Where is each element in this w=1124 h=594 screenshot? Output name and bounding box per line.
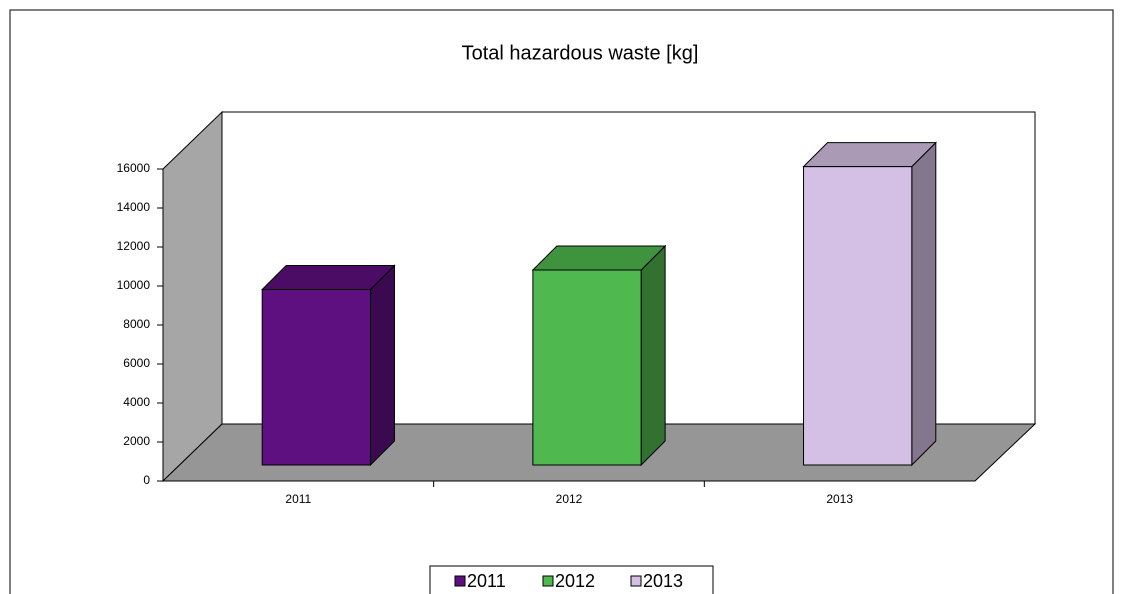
y-tick-label: 12000 [117,239,151,253]
chart-frame [9,9,1114,594]
bar-side [911,141,937,467]
bar [261,289,371,466]
y-tick-label: 6000 [123,356,150,370]
y-tick-label: 14000 [117,200,151,214]
legend-label: 2012 [555,571,595,591]
bar [803,166,913,466]
y-tick-label: 16000 [117,161,151,175]
y-tick-label: 0 [143,473,150,487]
bar-top [260,265,396,290]
bar-side [369,264,395,467]
x-tick-label: 2013 [826,492,853,506]
x-tick-label: 2012 [556,492,583,506]
legend-swatch [454,575,466,587]
legend [429,565,714,594]
bar [532,269,642,466]
bar-top [531,245,667,271]
legend-label: 2011 [467,571,506,591]
legend-swatch [630,575,642,587]
y-tick-label: 2000 [123,434,150,448]
y-tick-label: 4000 [123,395,150,409]
bar-side [640,244,666,467]
y-tick-label: 10000 [117,278,151,292]
chart-title: Total hazardous waste [kg] [462,42,699,64]
y-tick-label: 8000 [123,317,150,331]
bar-top [802,142,938,168]
legend-swatch [542,575,554,587]
side-wall [162,110,223,483]
x-tick-label: 2011 [285,492,311,506]
legend-label: 2013 [643,571,683,591]
